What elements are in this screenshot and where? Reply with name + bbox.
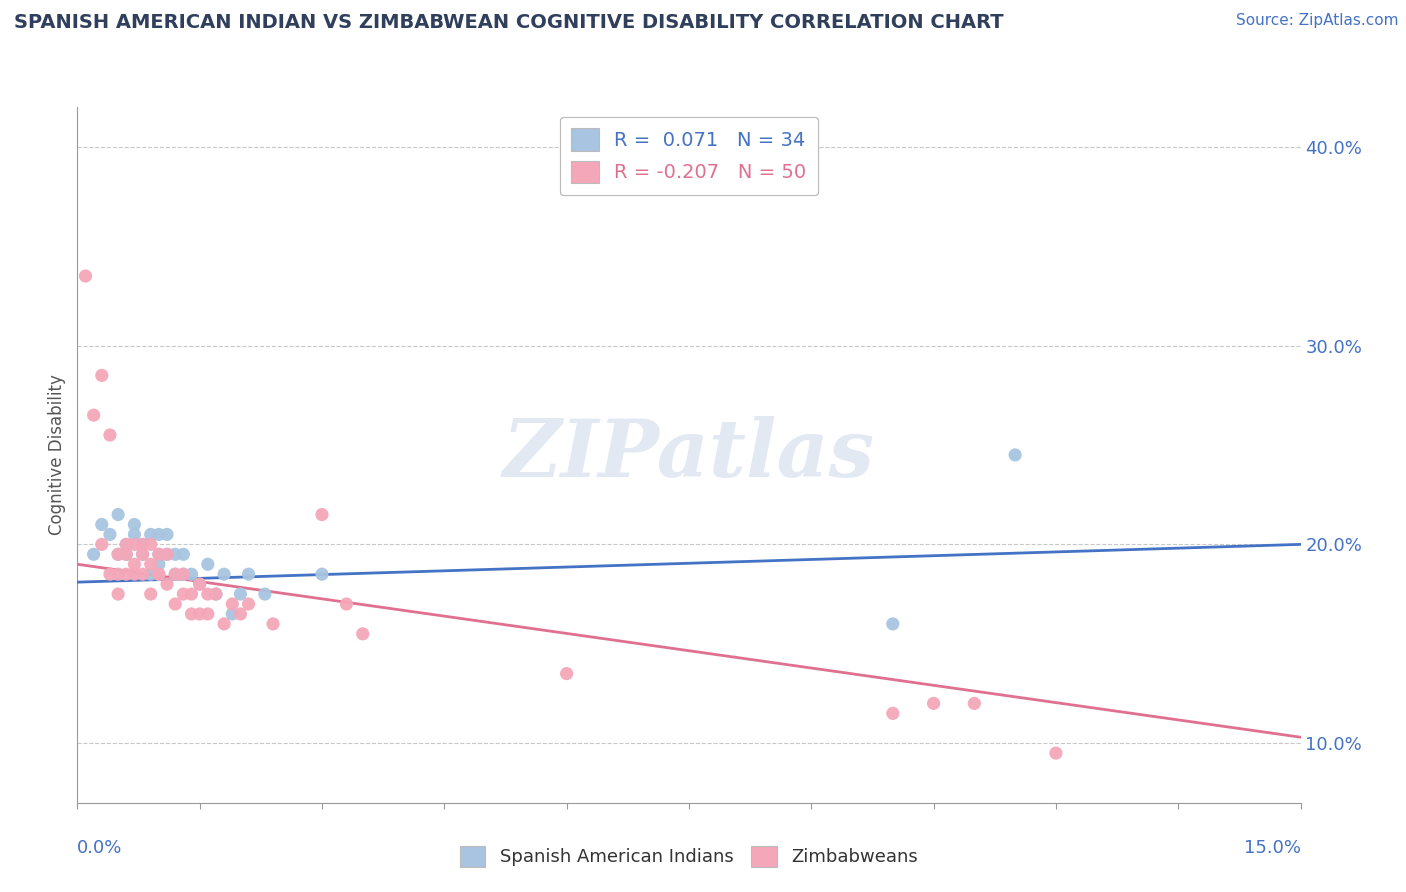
Point: [124, 537, 146, 551]
Point: [139, 558, 162, 572]
Point: [148, 567, 170, 582]
Point: [238, 597, 260, 611]
Point: [197, 587, 219, 601]
Point: [165, 597, 187, 611]
Point: [107, 508, 129, 522]
Point: [139, 587, 162, 601]
Point: [165, 547, 187, 561]
Point: [172, 547, 194, 561]
Point: [253, 587, 276, 601]
Point: [180, 587, 202, 601]
Point: [963, 697, 986, 711]
Point: [90, 517, 112, 532]
Point: [882, 706, 904, 721]
Point: [107, 547, 129, 561]
Point: [156, 547, 179, 561]
Point: [115, 547, 138, 561]
Point: [212, 616, 235, 631]
Point: [221, 597, 243, 611]
Point: [98, 428, 121, 442]
Point: [180, 567, 202, 582]
Point: [131, 547, 153, 561]
Point: [188, 607, 211, 621]
Point: [188, 577, 211, 591]
Point: [90, 368, 112, 383]
Point: [165, 567, 187, 582]
Point: [131, 537, 153, 551]
Point: [172, 567, 194, 582]
Point: [115, 567, 138, 582]
Point: [882, 616, 904, 631]
Point: [262, 616, 284, 631]
Point: [205, 587, 228, 601]
Point: [335, 597, 357, 611]
Point: [148, 558, 170, 572]
Point: [172, 587, 194, 601]
Point: [156, 547, 179, 561]
Point: [83, 547, 105, 561]
Point: [124, 517, 146, 532]
Point: [156, 577, 179, 591]
Point: [148, 567, 170, 582]
Point: [75, 268, 97, 283]
Point: [90, 537, 112, 551]
Point: [139, 567, 162, 582]
Point: [555, 666, 578, 681]
Point: [180, 607, 202, 621]
Point: [98, 527, 121, 541]
Point: [172, 567, 194, 582]
Point: [148, 527, 170, 541]
Point: [98, 567, 121, 582]
Point: [311, 567, 333, 582]
Point: [212, 567, 235, 582]
Point: [188, 577, 211, 591]
Point: [115, 537, 138, 551]
Text: 15.0%: 15.0%: [1243, 838, 1301, 856]
Point: [311, 508, 333, 522]
Point: [352, 627, 374, 641]
Point: [148, 547, 170, 561]
Point: [221, 607, 243, 621]
Text: Source: ZipAtlas.com: Source: ZipAtlas.com: [1236, 13, 1399, 29]
Text: ZIPatlas: ZIPatlas: [503, 417, 875, 493]
Legend: Spanish American Indians, Zimbabweans: Spanish American Indians, Zimbabweans: [453, 838, 925, 874]
Point: [124, 527, 146, 541]
Point: [131, 547, 153, 561]
Point: [139, 537, 162, 551]
Point: [229, 587, 252, 601]
Point: [922, 697, 945, 711]
Point: [1004, 448, 1026, 462]
Point: [124, 567, 146, 582]
Legend: R =  0.071   N = 34, R = -0.207   N = 50: R = 0.071 N = 34, R = -0.207 N = 50: [560, 117, 818, 194]
Point: [238, 567, 260, 582]
Point: [115, 547, 138, 561]
Point: [124, 558, 146, 572]
Point: [107, 547, 129, 561]
Text: 0.0%: 0.0%: [77, 838, 122, 856]
Point: [139, 527, 162, 541]
Point: [205, 587, 228, 601]
Point: [131, 567, 153, 582]
Text: SPANISH AMERICAN INDIAN VS ZIMBABWEAN COGNITIVE DISABILITY CORRELATION CHART: SPANISH AMERICAN INDIAN VS ZIMBABWEAN CO…: [14, 13, 1004, 32]
Point: [83, 408, 105, 422]
Point: [131, 537, 153, 551]
Point: [107, 587, 129, 601]
Point: [148, 547, 170, 561]
Point: [156, 527, 179, 541]
Y-axis label: Cognitive Disability: Cognitive Disability: [48, 375, 66, 535]
Point: [1045, 746, 1067, 760]
Point: [229, 607, 252, 621]
Point: [197, 607, 219, 621]
Point: [115, 537, 138, 551]
Point: [197, 558, 219, 572]
Point: [107, 567, 129, 582]
Point: [165, 567, 187, 582]
